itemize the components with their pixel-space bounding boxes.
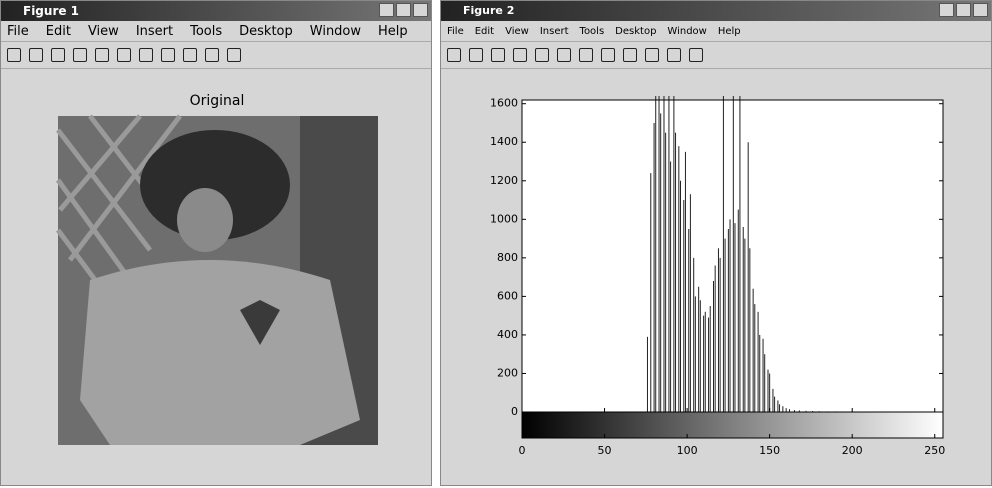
tool[interactable] — [513, 48, 527, 62]
toolbar — [1, 42, 431, 69]
axes-box — [521, 99, 944, 413]
tool[interactable] — [161, 48, 175, 62]
x-tick-label: 50 — [598, 444, 612, 457]
menu-bar: File Edit View Insert Tools Desktop Window Help — [1, 21, 431, 42]
tool[interactable] — [623, 48, 637, 62]
menu-item[interactable]: Tools — [579, 25, 605, 37]
menu-item[interactable]: Desktop — [239, 23, 293, 39]
axes-background — [522, 100, 943, 412]
y-tick-label: 1000 — [490, 212, 518, 225]
x-tick-label: 200 — [842, 444, 863, 457]
menu-item[interactable]: Insert — [135, 23, 174, 39]
axes-title: Original — [190, 93, 245, 109]
menu-bar: File Edit View Insert Tools Desktop Window Help — [441, 21, 991, 42]
tool[interactable] — [469, 48, 483, 62]
x-tick-label: 250 — [924, 444, 945, 457]
menu-item[interactable]: Help — [378, 23, 408, 39]
window-title: Figure 1 — [23, 4, 80, 18]
tool[interactable] — [7, 48, 21, 62]
tool[interactable] — [183, 48, 197, 62]
tool[interactable] — [73, 48, 87, 62]
maximize[interactable] — [956, 3, 971, 17]
menu-item[interactable]: View — [505, 25, 529, 37]
y-tick-label: 800 — [497, 251, 518, 264]
y-tick-label: 600 — [497, 289, 518, 302]
menu-item[interactable]: Desktop — [615, 25, 657, 37]
menu-item[interactable]: Help — [717, 25, 741, 37]
y-tick-label: 400 — [497, 328, 518, 341]
toolbar — [441, 42, 991, 69]
tool[interactable] — [557, 48, 571, 62]
tool[interactable] — [205, 48, 219, 62]
tool[interactable] — [601, 48, 615, 62]
menu-item[interactable]: Window — [309, 23, 362, 39]
y-tick-label: 200 — [497, 366, 518, 379]
menu-item[interactable]: Tools — [190, 23, 223, 39]
x-tick-label: 100 — [677, 444, 698, 457]
maximize[interactable] — [396, 3, 411, 17]
tool[interactable] — [227, 48, 241, 62]
title-bar: Figure 2 — [441, 1, 991, 21]
y-tick-label: 0 — [511, 405, 518, 418]
tool[interactable] — [447, 48, 461, 62]
tool[interactable] — [117, 48, 131, 62]
y-tick-label: 1400 — [490, 135, 518, 148]
window-title: Figure 2 — [463, 4, 515, 17]
menu-item[interactable]: File — [447, 25, 464, 37]
tool[interactable] — [29, 48, 43, 62]
tool[interactable] — [51, 48, 65, 62]
x-tick-label: 0 — [519, 444, 526, 457]
tool[interactable] — [645, 48, 659, 62]
menu-item[interactable]: Edit — [474, 25, 495, 37]
tool[interactable] — [95, 48, 109, 62]
photo — [55, 114, 378, 445]
menu-item[interactable]: Edit — [45, 23, 71, 39]
y-tick-label: 1200 — [490, 174, 518, 187]
tool[interactable] — [667, 48, 681, 62]
minimize[interactable] — [379, 3, 394, 17]
menu-item[interactable]: View — [87, 23, 119, 39]
y-tick-label: 1600 — [490, 97, 518, 110]
colorbar — [521, 411, 944, 439]
x-tick-label: 150 — [759, 444, 780, 457]
tool[interactable] — [491, 48, 505, 62]
title-bar: Figure 1 — [1, 1, 431, 21]
close[interactable] — [973, 3, 988, 17]
tool[interactable] — [139, 48, 153, 62]
menu-item[interactable]: Insert — [539, 25, 569, 37]
minimize[interactable] — [939, 3, 954, 17]
tool[interactable] — [579, 48, 593, 62]
menu-item[interactable]: File — [7, 23, 29, 39]
tool[interactable] — [535, 48, 549, 62]
tool[interactable] — [689, 48, 703, 62]
menu-item[interactable]: Window — [667, 25, 707, 37]
close[interactable] — [413, 3, 428, 17]
